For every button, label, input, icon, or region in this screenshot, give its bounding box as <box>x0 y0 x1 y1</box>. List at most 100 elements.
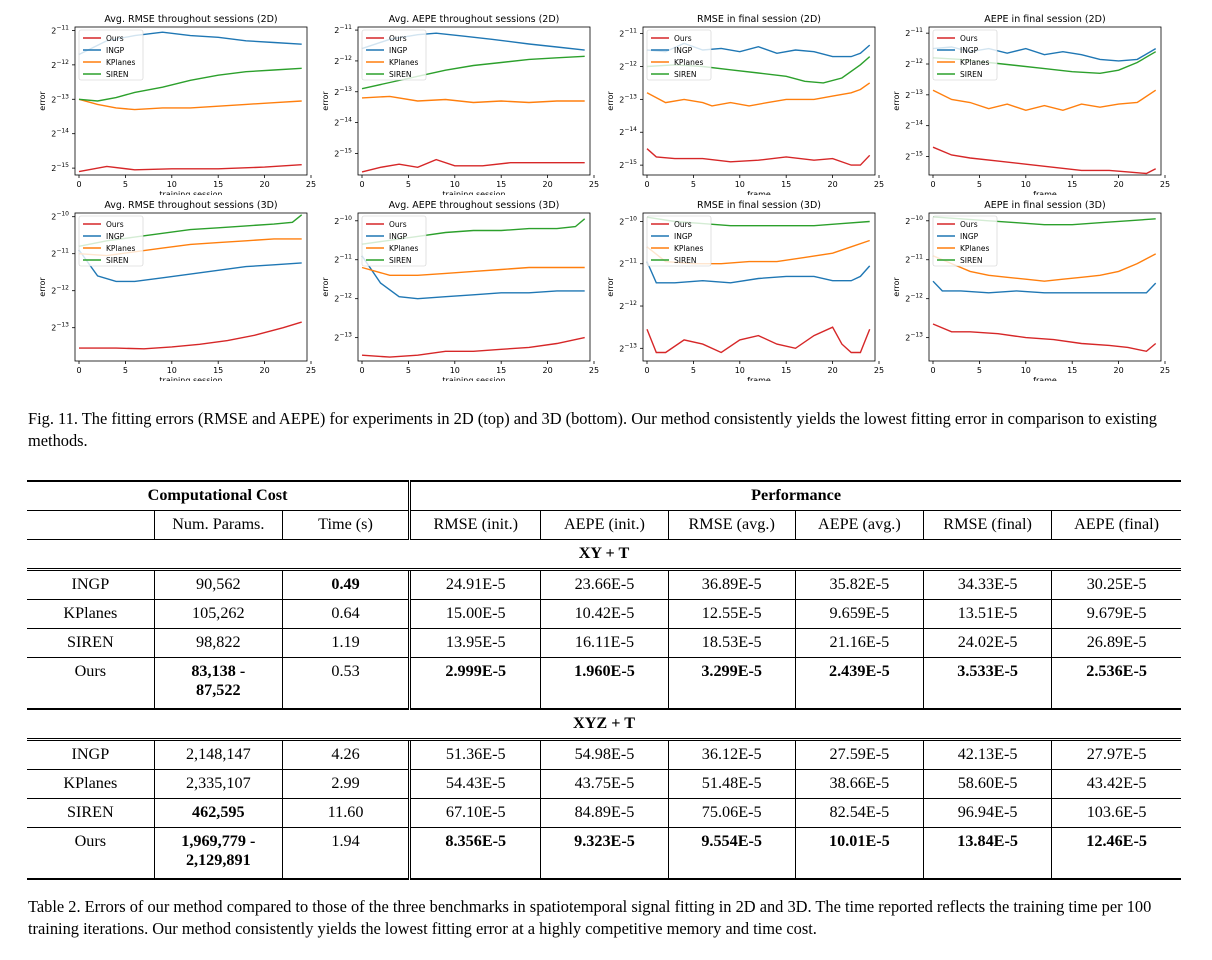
y-tick-label: 2−11 <box>905 27 923 38</box>
legend-label: Ours <box>106 220 124 229</box>
x-tick-label: 20 <box>1114 366 1124 375</box>
value-cell: 103.6E-5 <box>1051 798 1181 828</box>
value-cell: 75.06E-5 <box>668 798 796 828</box>
table-row: SIREN 462,595 11.60 67.10E-5 84.89E-5 75.06E-… <box>27 798 1181 828</box>
chart-svg: RMSE in final session (2D) 0 5 10 15 20 25 2−15… <box>606 14 884 195</box>
method-cell: KPlanes <box>27 599 155 629</box>
value-cell: 82.54E-5 <box>795 798 924 828</box>
legend-label: INGP <box>960 46 979 55</box>
x-tick-label: 15 <box>496 366 506 375</box>
table-body-2d: INGP 90,562 0.49 24.91E-5 23.66E-5 36.89E-5 35… <box>27 569 1181 710</box>
legend-label: KPlanes <box>106 244 135 253</box>
axes-frame <box>642 26 876 176</box>
x-tick-label: 0 <box>930 180 935 189</box>
figure-caption-text: The fitting errors (RMSE and AEPE) for e… <box>28 409 1157 450</box>
value-cell: 43.75E-5 <box>540 769 669 799</box>
value-line: 2.536E-5 <box>1086 662 1147 680</box>
legend-label: KPlanes <box>674 58 703 67</box>
table-row: SIREN 98,822 1.19 13.95E-5 16.11E-5 18.53E-5 2… <box>27 628 1181 658</box>
legend-label: SIREN <box>389 70 412 79</box>
y-tick-label: 2−15 <box>334 147 352 158</box>
method-cell: SIREN <box>27 628 155 658</box>
x-tick-label: 20 <box>1114 180 1124 189</box>
method-cell: INGP <box>27 739 155 770</box>
value-cell: 13.51E-5 <box>923 599 1053 629</box>
table-row: KPlanes 105,262 0.64 15.00E-5 10.42E-5 12.55E… <box>27 599 1181 629</box>
y-tick-label: 2−11 <box>334 24 352 35</box>
y-axis-label: error <box>38 277 47 297</box>
table-body-3d: INGP 2,148,147 4.26 51.36E-5 54.98E-5 36.12E-… <box>27 739 1181 880</box>
series-line-kplanes <box>932 253 1157 282</box>
series-line-ingp <box>932 280 1157 294</box>
value-line: 9.554E-5 <box>701 832 763 850</box>
header-cell: Num. Params. <box>154 510 283 540</box>
x-tick-label: 25 <box>874 366 884 375</box>
legend-box <box>78 215 144 267</box>
value-line: 1.94 <box>331 832 360 850</box>
x-tick-label: 10 <box>450 180 460 189</box>
value-cell: 0.53 <box>282 657 412 710</box>
legend-label: SIREN <box>960 256 983 265</box>
y-tick-label: 2−11 <box>51 24 69 35</box>
x-tick-label: 5 <box>977 366 982 375</box>
x-axis-label: frame <box>747 190 771 195</box>
y-axis-label: error <box>321 277 330 297</box>
value-line: 2.439E-5 <box>829 662 890 680</box>
x-tick-label: 0 <box>359 366 364 375</box>
x-tick-label: 10 <box>167 366 177 375</box>
value-line: 8.356E-5 <box>445 832 507 850</box>
axes-frame <box>74 212 308 362</box>
y-tick-label: 2−14 <box>334 117 352 128</box>
header-cell: RMSE (init.) <box>409 510 542 540</box>
chart-title: RMSE in final session (2D) <box>697 14 821 25</box>
value-cell: 51.36E-5 <box>409 739 542 770</box>
value-cell: 1,969,779 -2,129,891 <box>154 827 283 880</box>
y-tick-label: 2−12 <box>619 60 637 71</box>
chart-svg: RMSE in final session (3D) 0 5 10 15 20 25 2−13… <box>606 200 884 381</box>
value-cell: 8.356E-5 <box>409 827 542 880</box>
chart-svg: Avg. RMSE throughout sessions (3D) 0 5 10 15… <box>38 200 316 381</box>
plot-avg-rmse-3d: Avg. RMSE throughout sessions (3D) 0 5 10 15… <box>35 196 325 381</box>
legend-label: INGP <box>389 232 408 241</box>
legend-label: SIREN <box>106 256 129 265</box>
legend-label: Ours <box>960 34 978 43</box>
legend-label: INGP <box>960 232 979 241</box>
y-tick-label: 2−13 <box>51 93 69 104</box>
value-line: 13.84E-5 <box>957 832 1018 850</box>
y-tick-label: 2−14 <box>905 120 923 131</box>
value-cell: 3.299E-5 <box>668 657 796 710</box>
chart-title: Avg. RMSE throughout sessions (2D) <box>104 14 277 25</box>
series-line-ingp <box>361 255 585 300</box>
y-tick-label: 2−11 <box>334 254 352 265</box>
y-tick-label: 2−14 <box>619 126 637 137</box>
value-cell: 2.536E-5 <box>1051 657 1181 710</box>
value-cell: 0.49 <box>282 569 412 600</box>
x-tick-label: 5 <box>123 180 128 189</box>
value-cell: 0.64 <box>282 599 412 629</box>
legend-label: Ours <box>960 220 978 229</box>
chart-title: Avg. AEPE throughout sessions (3D) <box>389 200 560 211</box>
y-tick-label: 2−12 <box>334 293 352 304</box>
y-axis-label: error <box>892 91 901 111</box>
method-cell: SIREN <box>27 798 155 828</box>
x-axis-label: training session <box>442 376 505 381</box>
figure-caption: Fig. 11. The fitting errors (RMSE and AE… <box>28 408 1188 452</box>
axes-frame <box>642 212 876 362</box>
value-cell: 30.25E-5 <box>1051 569 1181 600</box>
series-line-kplanes <box>78 98 302 111</box>
table-row: INGP 90,562 0.49 24.91E-5 23.66E-5 36.89E-5 35… <box>27 569 1181 600</box>
section-label: XYZ + T <box>27 708 1181 741</box>
value-line: 1,969,779 - <box>181 832 256 850</box>
y-tick-label: 2−10 <box>334 215 352 226</box>
value-cell: 67.10E-5 <box>409 798 542 828</box>
axes-frame <box>74 26 308 176</box>
y-tick-label: 2−13 <box>905 332 923 343</box>
results-table: Computational Cost Performance Num. Para… <box>27 480 1181 880</box>
legend-label: INGP <box>106 46 125 55</box>
value-cell: 9.554E-5 <box>668 827 796 880</box>
legend-label: KPlanes <box>960 244 989 253</box>
x-tick-label: 5 <box>406 366 411 375</box>
value-cell: 2.999E-5 <box>409 657 542 710</box>
legend-label: KPlanes <box>960 58 989 67</box>
y-axis-label: error <box>606 91 615 111</box>
